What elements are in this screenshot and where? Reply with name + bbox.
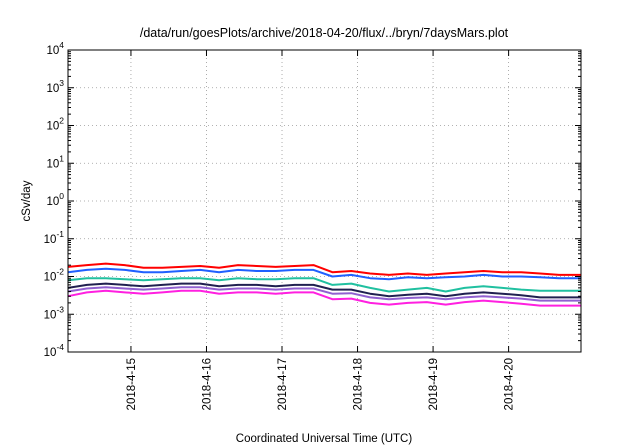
y-axis-label: cSv/day: [21, 180, 33, 221]
y-tick-base: 10: [46, 45, 59, 57]
y-tick-label: 104: [46, 40, 64, 57]
y-tick-exponent: 0: [59, 191, 64, 201]
y-tick-base: 10: [44, 347, 57, 359]
y-tick-exponent: 3: [59, 78, 64, 88]
y-tick-exponent: -3: [56, 304, 64, 314]
y-tick-label: 101: [46, 153, 64, 170]
y-tick-label: 10-1: [44, 229, 65, 246]
y-tick-exponent: 4: [59, 40, 64, 50]
x-tick-label: 2018-4-15: [126, 358, 138, 410]
chart-title: /data/run/goesPlots/archive/2018-04-20/f…: [140, 26, 509, 40]
series-lines: [67, 262, 581, 307]
y-tick-label: 10-2: [44, 267, 65, 284]
y-tick-base: 10: [44, 234, 57, 246]
y-tick-label: 10-3: [44, 304, 65, 321]
x-axis-ticks: 2018-4-15 2018-4-16 2018-4-17 2018-4-18 2018…: [126, 50, 516, 410]
y-tick-base: 10: [46, 121, 59, 133]
series-line-2: [67, 267, 581, 281]
x-tick-label: 2018-4-16: [201, 358, 213, 410]
y-tick-base: 10: [46, 196, 59, 208]
x-tick-label: 2018-4-19: [428, 358, 440, 410]
y-tick-base: 10: [44, 272, 57, 284]
series-line-4: [67, 282, 581, 299]
y-tick-exponent: 1: [59, 153, 64, 163]
series-line-6: [67, 289, 581, 307]
y-tick-label: 10-4: [44, 342, 65, 359]
series-line-3: [67, 277, 581, 293]
x-tick-label: 2018-4-17: [277, 358, 289, 410]
y-tick-label: 100: [46, 191, 64, 208]
y-tick-base: 10: [46, 158, 59, 170]
y-tick-label: 103: [46, 78, 64, 95]
series-line-5: [67, 286, 581, 302]
y-tick-exponent: -2: [56, 267, 64, 277]
x-axis-label: Coordinated Universal Time (UTC): [236, 433, 413, 445]
y-tick-base: 10: [46, 83, 59, 95]
y-tick-exponent: -4: [56, 342, 64, 352]
grid-lines: [68, 50, 581, 352]
x-tick-label: 2018-4-20: [504, 358, 516, 410]
y-tick-base: 10: [44, 309, 57, 321]
y-tick-label: 102: [46, 116, 64, 133]
x-tick-label: 2018-4-18: [353, 358, 365, 410]
y-tick-exponent: 2: [59, 116, 64, 126]
series-line-1: [67, 262, 581, 276]
y-tick-exponent: -1: [56, 229, 64, 239]
